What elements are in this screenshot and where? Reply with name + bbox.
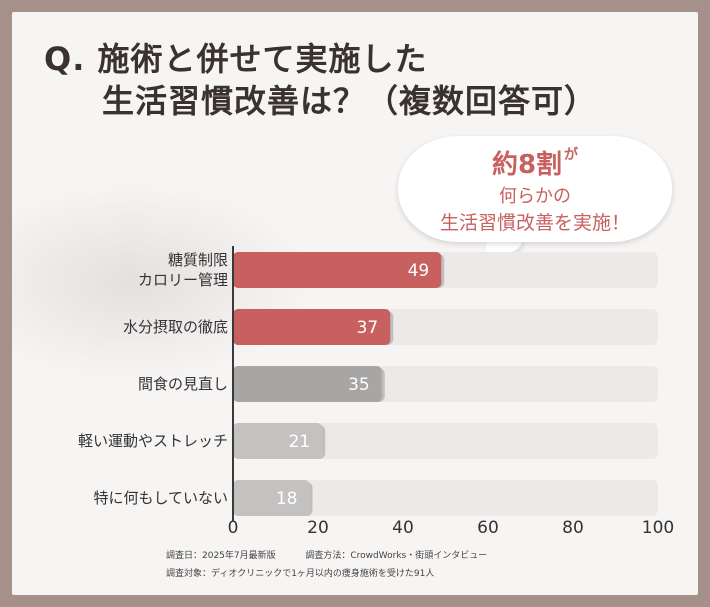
category-label-0: 糖質制限 カロリー管理 [137, 251, 228, 289]
bar-value-label-3: 21 [289, 432, 311, 452]
callout-highlight: 約8割 [491, 150, 563, 180]
bar-4 [233, 480, 310, 516]
x-tick-label-0: 0 [228, 518, 239, 538]
bar-value-label-0: 49 [408, 261, 430, 281]
bar-1 [233, 309, 391, 345]
chart-title: Q. 施術と併せて実施した 生活習慣改善は？（複数回答可） [44, 38, 597, 122]
bar-track-4 [233, 480, 658, 516]
x-tick-label-1: 20 [307, 518, 329, 538]
survey-target: 調査対象：ディオクリニックで1ヶ月以内の痩身施術を受けた91人 [166, 569, 435, 579]
bar-value-label-4: 18 [276, 489, 298, 509]
category-label-4: 特に何もしていない [93, 489, 228, 507]
category-label-3: 軽い運動やストレッチ [77, 432, 228, 450]
title-line-2: 生活習慣改善は？（複数回答可） [102, 82, 598, 120]
callout-highlight-line: 約8割が [398, 144, 672, 181]
bar-0 [233, 252, 442, 288]
category-label-1: 水分摂取の徹底 [122, 318, 228, 336]
x-tick-label-2: 40 [392, 518, 414, 538]
survey-method: 調査方法：CrowdWorks・街頭インタビュー [305, 551, 488, 561]
footer-line-1: 調査日：2025年7月最新版 調査方法：CrowdWorks・街頭インタビュー [166, 548, 487, 561]
bar-3 [233, 423, 323, 459]
callout-line-3: 生活習慣改善を実施！ [439, 212, 630, 234]
x-tick-label-5: 100 [642, 518, 674, 538]
category-label-2: 間食の見直し [137, 375, 228, 393]
bar-track-3 [233, 423, 658, 459]
x-tick-label-4: 80 [562, 518, 584, 538]
x-tick-label-3: 60 [477, 518, 499, 538]
callout-bubble: 約8割が 何らかの 生活習慣改善を実施！ [398, 136, 672, 242]
bar-value-label-1: 37 [357, 318, 379, 338]
survey-date: 調査日：2025年7月最新版 [166, 551, 276, 561]
callout-line-2: 何らかの [499, 186, 571, 207]
bar-value-label-2: 35 [348, 375, 370, 395]
title-line-1: Q. 施術と併せて実施した [44, 40, 428, 78]
callout-particle: が [564, 147, 579, 163]
bar-2 [233, 366, 382, 402]
